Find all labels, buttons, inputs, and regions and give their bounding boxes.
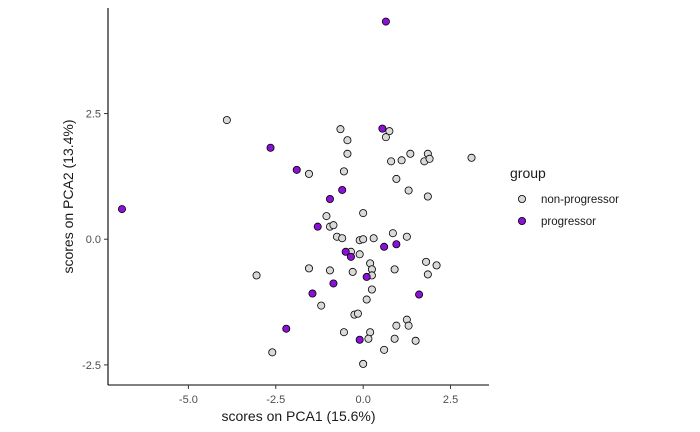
axis-ticks: -5.0 -2.5 0.0 2.5 -2.5 0.0 2.5 xyxy=(82,109,458,406)
y-tick-label: 2.5 xyxy=(86,109,101,121)
legend-key-non-progressor xyxy=(518,194,527,203)
point-non-progressor xyxy=(422,257,431,266)
point-non-progressor xyxy=(388,229,397,238)
point-progressor xyxy=(381,17,390,26)
point-progressor xyxy=(392,240,401,249)
point-non-progressor xyxy=(423,192,432,201)
point-non-progressor xyxy=(322,212,331,221)
point-progressor xyxy=(308,289,317,298)
legend-label-non-progressor: non-progressor xyxy=(541,194,619,206)
legend-label-progressor: progressor xyxy=(541,216,596,228)
point-non-progressor xyxy=(252,271,261,280)
point-non-progressor xyxy=(339,328,348,337)
x-tick-label: -2.5 xyxy=(266,394,285,406)
point-non-progressor xyxy=(369,234,378,243)
point-non-progressor xyxy=(402,232,411,241)
point-progressor xyxy=(292,165,301,174)
point-non-progressor xyxy=(338,234,347,243)
point-non-progressor xyxy=(432,261,441,270)
y-tick-label: 0.0 xyxy=(86,234,101,246)
point-non-progressor xyxy=(355,250,364,259)
point-progressor xyxy=(329,279,338,288)
point-progressor xyxy=(415,290,424,299)
point-progressor xyxy=(266,143,275,152)
point-non-progressor xyxy=(390,334,399,343)
point-non-progressor xyxy=(406,149,415,158)
point-non-progressor xyxy=(222,116,231,125)
point-progressor xyxy=(355,335,364,344)
point-non-progressor xyxy=(404,321,413,330)
point-non-progressor xyxy=(268,348,277,357)
x-axis-title: scores on PCA1 (15.6%) xyxy=(221,408,375,424)
legend-title: group xyxy=(510,165,546,181)
x-tick-label: -5.0 xyxy=(179,394,198,406)
point-non-progressor xyxy=(348,267,357,276)
point-progressor xyxy=(117,205,126,214)
point-non-progressor xyxy=(336,125,345,134)
point-non-progressor xyxy=(366,328,375,337)
point-non-progressor xyxy=(343,136,352,145)
point-non-progressor xyxy=(411,336,420,345)
point-non-progressor xyxy=(325,266,334,275)
point-non-progressor xyxy=(362,295,371,304)
x-tick-label: 2.5 xyxy=(443,394,458,406)
point-non-progressor xyxy=(367,285,376,294)
point-progressor xyxy=(338,185,347,194)
point-non-progressor xyxy=(359,359,368,368)
point-non-progressor xyxy=(392,174,401,183)
point-progressor xyxy=(313,222,322,231)
point-non-progressor xyxy=(317,301,326,310)
data-points xyxy=(117,17,476,368)
point-non-progressor xyxy=(390,265,399,274)
point-progressor xyxy=(346,252,355,261)
point-non-progressor xyxy=(392,321,401,330)
point-non-progressor xyxy=(467,153,476,162)
point-non-progressor xyxy=(329,221,338,230)
point-non-progressor xyxy=(353,309,362,318)
point-non-progressor xyxy=(304,169,313,178)
point-non-progressor xyxy=(304,264,313,273)
legend-key-progressor xyxy=(518,216,527,225)
legend: group non-progressor progressor xyxy=(510,165,619,228)
y-tick-label: -2.5 xyxy=(82,360,101,372)
point-non-progressor xyxy=(359,209,368,218)
point-non-progressor xyxy=(385,127,394,136)
point-progressor xyxy=(325,195,334,204)
point-non-progressor xyxy=(381,133,390,142)
point-progressor xyxy=(341,247,350,256)
point-non-progressor xyxy=(397,156,406,165)
point-non-progressor xyxy=(425,154,434,163)
point-non-progressor xyxy=(387,157,396,166)
point-non-progressor xyxy=(380,345,389,354)
x-tick-label: 0.0 xyxy=(356,394,371,406)
point-non-progressor xyxy=(343,149,352,158)
y-axis-title: scores on PCA2 (13.4%) xyxy=(60,119,76,273)
point-progressor xyxy=(378,124,387,133)
point-progressor xyxy=(362,272,371,281)
point-non-progressor xyxy=(423,270,432,279)
point-non-progressor xyxy=(364,334,373,343)
point-progressor xyxy=(282,324,291,333)
point-progressor xyxy=(380,242,389,251)
point-non-progressor xyxy=(359,235,368,244)
legend-items: non-progressor progressor xyxy=(518,194,619,228)
point-non-progressor xyxy=(404,186,413,195)
point-non-progressor xyxy=(339,167,348,176)
